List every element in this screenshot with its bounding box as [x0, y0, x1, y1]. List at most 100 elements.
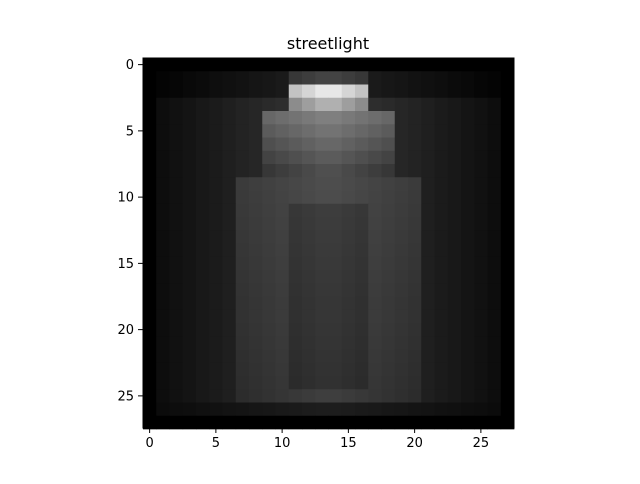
heatmap-cell [143, 256, 157, 271]
heatmap-cell [302, 164, 316, 178]
heatmap-cell [474, 283, 488, 297]
heatmap-cell [474, 58, 488, 72]
heatmap-cell [262, 203, 276, 218]
heatmap-cell [421, 270, 435, 284]
heatmap-cell [368, 150, 382, 165]
heatmap-cell [381, 243, 396, 258]
heatmap-cell [169, 256, 184, 271]
heatmap-cell [182, 230, 197, 244]
heatmap-cell [143, 137, 157, 152]
heatmap-cell [328, 283, 343, 297]
heatmap-cell [368, 124, 382, 138]
heatmap-cell [209, 164, 223, 178]
heatmap-cell [434, 217, 449, 231]
heatmap-cell [328, 415, 343, 430]
heatmap-cell [355, 124, 369, 138]
heatmap-cell [288, 296, 303, 311]
heatmap-cell [235, 58, 250, 72]
heatmap-cell [156, 283, 170, 297]
heatmap-cell [315, 270, 329, 284]
heatmap-cell [222, 84, 237, 99]
heatmap-cell [355, 97, 369, 112]
heatmap-cell [262, 71, 276, 85]
heatmap-cell [209, 336, 223, 350]
heatmap-cell [196, 58, 210, 72]
heatmap-cell [235, 270, 250, 284]
heatmap-cell [182, 111, 197, 125]
heatmap-cell [209, 309, 223, 324]
heatmap-cell [341, 164, 356, 178]
heatmap-cell [222, 111, 237, 125]
heatmap-cell [182, 71, 197, 85]
heatmap-cell [288, 84, 303, 99]
heatmap-cell [196, 243, 210, 258]
heatmap-cell [355, 389, 369, 403]
heatmap-cell [235, 203, 250, 218]
heatmap-cell [500, 190, 515, 205]
heatmap-cell [222, 217, 237, 231]
heatmap-cell [500, 58, 515, 72]
heatmap-cell [182, 84, 197, 99]
heatmap-cell [474, 164, 488, 178]
heatmap-cell [461, 389, 475, 403]
heatmap-cell [434, 97, 449, 112]
heatmap-cell [408, 402, 422, 417]
heatmap-cell [302, 71, 316, 85]
heatmap-cell [235, 71, 250, 85]
heatmap-cell [169, 376, 184, 390]
heatmap-cell [275, 349, 290, 364]
heatmap-cell [368, 217, 382, 231]
heatmap-cell [288, 177, 303, 191]
heatmap-cell [341, 283, 356, 297]
heatmap-cell [461, 124, 475, 138]
heatmap-cell [156, 389, 170, 403]
heatmap-cell [341, 217, 356, 231]
heatmap-cell [355, 376, 369, 390]
heatmap-cell [500, 111, 515, 125]
heatmap-cell [461, 256, 475, 271]
heatmap-cell [222, 336, 237, 350]
heatmap-cell [381, 124, 396, 138]
heatmap-cell [249, 217, 263, 231]
heatmap-cell [341, 97, 356, 112]
heatmap-cell [328, 309, 343, 324]
heatmap-cell [262, 376, 276, 390]
heatmap-cell [143, 71, 157, 85]
heatmap-cell [275, 283, 290, 297]
heatmap-cell [461, 137, 475, 152]
heatmap-cell [408, 97, 422, 112]
heatmap-cell [355, 177, 369, 191]
heatmap-cell [381, 84, 396, 99]
heatmap-cell [182, 349, 197, 364]
heatmap-cell [355, 415, 369, 430]
heatmap-cell [341, 230, 356, 244]
heatmap-cell [487, 296, 502, 311]
heatmap-cell [235, 296, 250, 311]
heatmap-cell [394, 177, 409, 191]
heatmap-cell [408, 349, 422, 364]
heatmap-cell [209, 402, 223, 417]
heatmap-cell [434, 376, 449, 390]
heatmap-cell [447, 217, 462, 231]
heatmap-cell [394, 270, 409, 284]
heatmap-cell [169, 111, 184, 125]
heatmap-cell [328, 389, 343, 403]
heatmap-cell [249, 203, 263, 218]
heatmap-cell [169, 177, 184, 191]
heatmap-cell [156, 336, 170, 350]
heatmap-cell [474, 309, 488, 324]
heatmap-cell [368, 164, 382, 178]
heatmap-cell [249, 349, 263, 364]
heatmap-cell [288, 402, 303, 417]
heatmap-cell [169, 230, 184, 244]
heatmap-cell [222, 177, 237, 191]
heatmap-cell [368, 283, 382, 297]
heatmap-cell [461, 402, 475, 417]
heatmap-cell [156, 71, 170, 85]
heatmap-cell [209, 230, 223, 244]
heatmap-cell [275, 71, 290, 85]
heatmap-cell [196, 336, 210, 350]
heatmap-cell [315, 283, 329, 297]
heatmap-cell [235, 164, 250, 178]
heatmap-cell [275, 84, 290, 99]
